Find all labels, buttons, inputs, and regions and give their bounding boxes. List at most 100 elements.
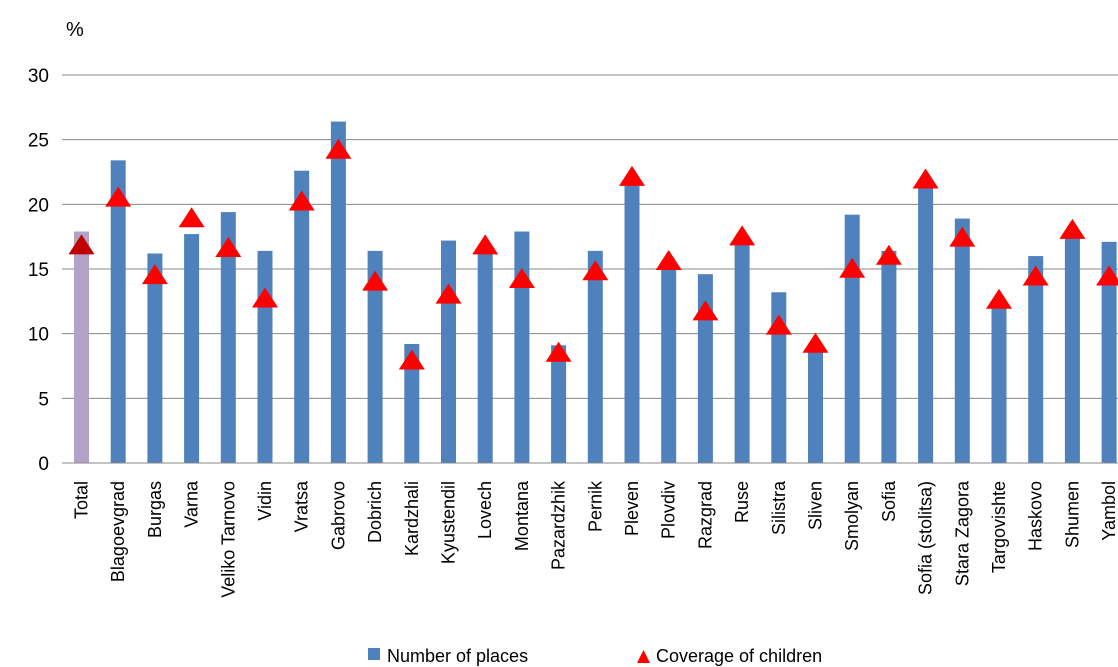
- coverage-marker: [1059, 218, 1086, 239]
- category-label: Smolyan: [842, 481, 862, 551]
- legend-label-coverage: Coverage of children: [656, 646, 822, 666]
- marker-series: [68, 138, 1118, 370]
- bar: [367, 250, 383, 463]
- category-label: Ruse: [732, 481, 752, 523]
- category-label: Vratsa: [292, 480, 312, 532]
- category-label: Vidin: [255, 481, 275, 521]
- coverage-marker: [362, 270, 389, 291]
- bar: [661, 265, 677, 463]
- bar: [74, 231, 89, 463]
- bar: [587, 250, 603, 463]
- bar: [477, 250, 493, 463]
- y-axis-ticks: 0 5 10 15 20 25 30: [28, 66, 49, 475]
- bar: [1064, 236, 1080, 463]
- category-label: Silistra: [769, 480, 789, 535]
- coverage-marker: [141, 264, 168, 285]
- coverage-marker: [508, 268, 535, 289]
- category-label: Sliven: [806, 481, 826, 530]
- category-label: Targovishte: [989, 481, 1009, 573]
- coverage-marker: [839, 257, 866, 278]
- category-label: Blagoevgrad: [108, 481, 128, 582]
- coverage-marker: [655, 249, 682, 270]
- coverage-marker: [729, 225, 756, 246]
- bar: [330, 121, 346, 463]
- coverage-marker: [472, 234, 499, 255]
- coverage-marker: [875, 244, 902, 265]
- coverage-marker: [619, 165, 645, 186]
- bar: [220, 212, 236, 463]
- y-tick-label: 15: [28, 260, 49, 281]
- category-label: Yambol: [1099, 481, 1118, 541]
- category-label: Stara Zagora: [952, 480, 972, 586]
- coverage-marker: [68, 234, 95, 255]
- coverage-marker: [692, 300, 719, 321]
- category-label: Lovech: [475, 481, 495, 539]
- category-label: Sofia (stolitsa): [916, 481, 936, 595]
- category-label: Plovdiv: [659, 481, 679, 539]
- coverage-marker: [802, 332, 829, 353]
- legend-label-places: Number of places: [387, 646, 528, 666]
- bar: [881, 250, 897, 463]
- category-label: Burgas: [145, 481, 165, 538]
- bar: [257, 250, 273, 463]
- bar: [551, 345, 567, 463]
- bar: [954, 218, 970, 463]
- coverage-marker: [215, 237, 242, 258]
- bar: [294, 170, 310, 463]
- x-axis-labels: Total Blagoevgrad Burgas Varna Veliko Tarnov…: [72, 480, 1118, 598]
- coverage-marker: [545, 341, 572, 362]
- coverage-marker: [398, 349, 425, 370]
- category-label: Pazardzhik: [549, 480, 569, 570]
- coverage-marker: [949, 226, 976, 247]
- bar: [147, 253, 163, 463]
- category-label: Sofia: [879, 480, 899, 522]
- coverage-marker: [1022, 265, 1049, 286]
- y-tick-label: 30: [28, 66, 49, 87]
- bar: [514, 231, 530, 463]
- category-label: Haskovo: [1026, 481, 1046, 551]
- coverage-marker: [178, 207, 205, 228]
- bar: [441, 240, 456, 463]
- category-label: Shumen: [1062, 481, 1082, 548]
- bar: [991, 305, 1007, 463]
- y-tick-label: 0: [38, 454, 49, 475]
- category-label: Kardzhali: [402, 481, 422, 556]
- bar: [110, 160, 126, 464]
- y-tick-label: 5: [38, 389, 49, 410]
- bar: [808, 344, 823, 463]
- legend: Number of places Coverage of children: [368, 646, 822, 666]
- bar: [1028, 256, 1044, 463]
- category-label: Pleven: [622, 481, 642, 536]
- coverage-marker: [325, 138, 352, 159]
- category-label: Razgrad: [695, 481, 715, 549]
- bar-series: [74, 121, 1117, 464]
- category-label: Kyustendil: [439, 481, 459, 564]
- coverage-marker: [288, 190, 315, 211]
- category-label: Veliko Tarnovo: [218, 481, 238, 598]
- category-label: Varna: [182, 480, 202, 528]
- category-label: Pernik: [585, 480, 605, 532]
- category-label: Gabrovo: [328, 481, 348, 550]
- coverage-marker: [435, 283, 462, 304]
- bar: [697, 274, 713, 463]
- coverage-marker: [765, 314, 792, 335]
- coverage-marker: [986, 288, 1012, 309]
- category-label: Dobrich: [365, 481, 385, 543]
- bar: [624, 179, 640, 463]
- coverage-marker: [1096, 265, 1118, 286]
- bar: [404, 344, 420, 463]
- bar: [771, 292, 787, 463]
- y-axis-unit-label: %: [66, 19, 84, 41]
- bar: [734, 236, 750, 463]
- coverage-marker: [582, 260, 609, 281]
- legend-bar-swatch: [368, 648, 380, 660]
- coverage-marker: [252, 287, 278, 308]
- y-tick-label: 20: [28, 195, 49, 216]
- category-label: Montana: [512, 480, 532, 551]
- bar: [918, 183, 934, 463]
- coverage-marker: [105, 186, 132, 207]
- coverage-marker: [912, 168, 939, 189]
- category-label: Total: [72, 481, 92, 519]
- y-tick-label: 10: [28, 325, 49, 346]
